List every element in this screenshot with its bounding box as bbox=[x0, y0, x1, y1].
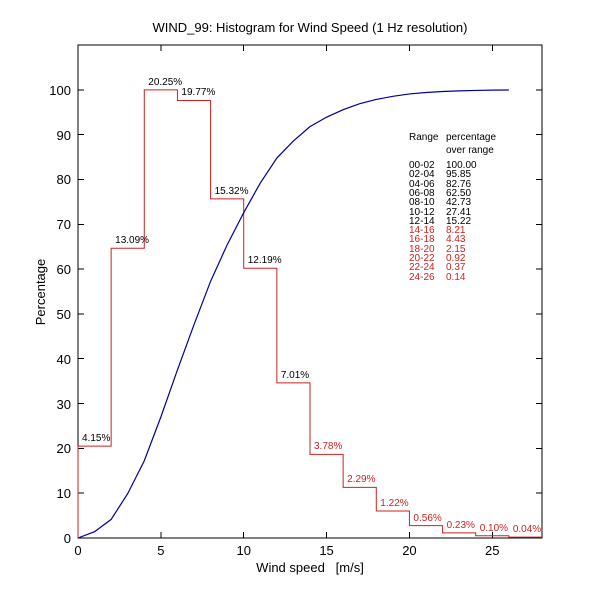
cumulative-percentage-line bbox=[77, 89, 509, 539]
table-cell-range: 20-22 bbox=[409, 253, 435, 264]
table-cell-range: 22-24 bbox=[409, 262, 435, 274]
bin-percentage-label: 7.01% bbox=[280, 369, 310, 381]
table-cell-value: 4.43 bbox=[446, 234, 466, 246]
chart-title: WIND_99: Histogram for Wind Speed (1 Hz … bbox=[152, 20, 468, 35]
table-cell-range: 10-12 bbox=[409, 206, 435, 218]
y-tick-label: 70 bbox=[56, 217, 71, 233]
bin-percentage-label: 0.10% bbox=[479, 522, 509, 534]
bin-percentage-label: 2.29% bbox=[347, 474, 376, 486]
y-tick-label: 10 bbox=[56, 486, 71, 502]
y-tick-label: 40 bbox=[56, 351, 71, 367]
y-tick-label: 20 bbox=[56, 441, 71, 457]
table-cell-range: 00-02 bbox=[409, 160, 435, 171]
axes-box bbox=[77, 44, 543, 539]
table-header-range: Range bbox=[409, 132, 439, 143]
table-cell-range: 02-04 bbox=[409, 169, 435, 181]
bin-percentage-label: 1.22% bbox=[380, 497, 409, 509]
table-cell-value: 0.14 bbox=[446, 271, 466, 283]
y-tick-label: 60 bbox=[56, 262, 71, 278]
bin-percentage-label: 0.56% bbox=[413, 512, 442, 524]
table-cell-value: 42.73 bbox=[446, 197, 472, 209]
y-tick-label: 50 bbox=[56, 306, 71, 322]
table-cell-range: 08-10 bbox=[409, 197, 435, 209]
y-axis-label: Percentage bbox=[33, 258, 48, 326]
bin-percentage-label: 0.23% bbox=[446, 519, 475, 531]
table-cell-range: 04-06 bbox=[409, 178, 435, 190]
bin-percentage-label: 4.15% bbox=[82, 433, 111, 445]
table-cell-value: 8.21 bbox=[446, 225, 466, 237]
table-cell-value: 27.41 bbox=[446, 206, 472, 218]
x-tick-label: 0 bbox=[74, 543, 82, 558]
table-header-percentage: percentage bbox=[446, 132, 497, 143]
x-axis-label: Wind speed [m/s] bbox=[256, 560, 364, 575]
bin-percentage-label: 12.19% bbox=[247, 255, 282, 267]
bin-percentage-label: 19.77% bbox=[181, 87, 216, 99]
table-cell-value: 0.92 bbox=[446, 253, 466, 264]
x-tick-label: 20 bbox=[402, 543, 417, 558]
bin-percentage-label: 13.09% bbox=[115, 235, 150, 247]
bin-percentage-label: 3.78% bbox=[314, 441, 343, 453]
y-tick-label: 0 bbox=[63, 531, 71, 546]
y-tick-label: 90 bbox=[56, 127, 71, 143]
table-cell-value: 82.76 bbox=[446, 178, 472, 190]
y-tick-label: 80 bbox=[56, 172, 71, 188]
y-tick-label: 100 bbox=[49, 82, 71, 98]
table-cell-value: 15.22 bbox=[446, 215, 472, 227]
table-cell-range: 06-08 bbox=[409, 187, 435, 199]
x-tick-label: 10 bbox=[236, 543, 251, 558]
table-cell-range: 14-16 bbox=[409, 225, 435, 237]
table-cell-value: 62.50 bbox=[446, 187, 472, 199]
x-tick-label: 25 bbox=[485, 543, 500, 558]
table-cell-range: 16-18 bbox=[409, 234, 435, 246]
histogram-steps-line bbox=[77, 89, 542, 538]
table-header-over-range: over range bbox=[446, 145, 494, 156]
x-tick-label: 15 bbox=[319, 543, 334, 558]
table-cell-range: 24-26 bbox=[409, 271, 435, 283]
table-cell-range: 18-20 bbox=[409, 243, 435, 255]
bin-percentage-label: 20.25% bbox=[148, 76, 183, 88]
table-cell-value: 95.85 bbox=[446, 169, 472, 181]
x-tick-label: 5 bbox=[157, 543, 165, 558]
table-cell-value: 0.37 bbox=[446, 262, 466, 274]
bin-percentage-label: 0.04% bbox=[512, 524, 542, 536]
bin-percentage-label: 15.32% bbox=[214, 185, 249, 197]
table-cell-range: 12-14 bbox=[409, 215, 435, 227]
table-cell-value: 2.15 bbox=[446, 243, 466, 255]
table-cell-value: 100.00 bbox=[446, 160, 477, 171]
y-tick-label: 30 bbox=[56, 396, 71, 412]
